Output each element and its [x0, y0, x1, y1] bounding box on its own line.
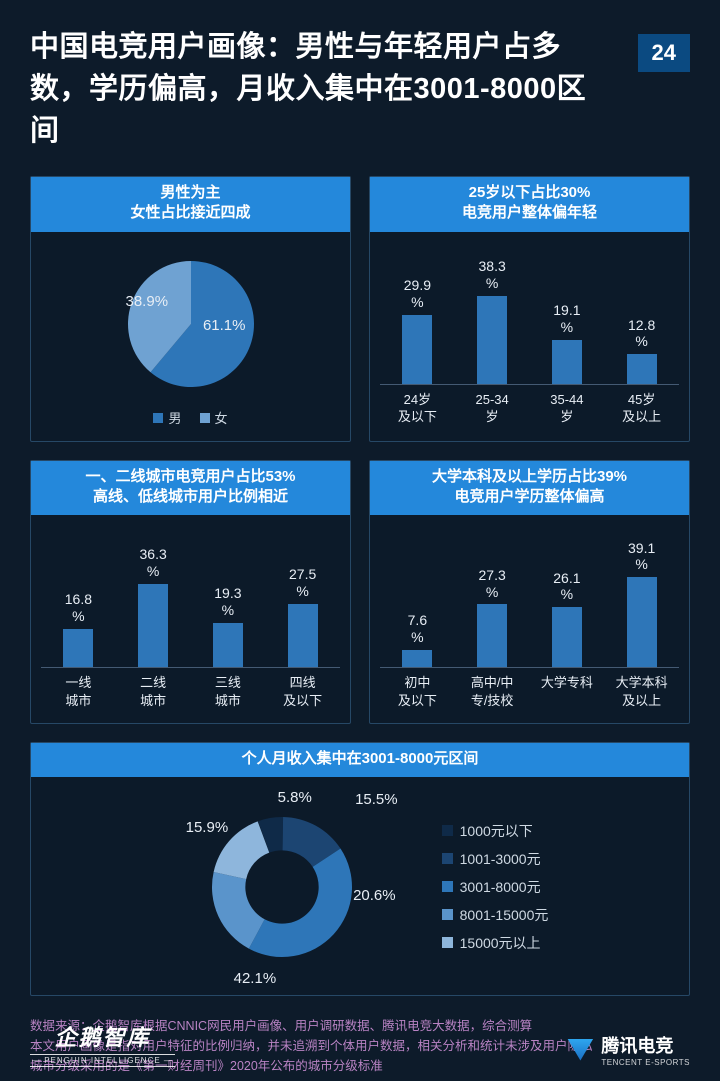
page-title: 中国电竞用户画像：男性与年轻用户占多数，学历偏高，月收入集中在3001-8000… [30, 26, 590, 152]
bar: 29.9% [380, 277, 455, 384]
donut-label-0: 5.8% [278, 789, 312, 806]
legend-male: 男 [153, 408, 181, 427]
bar: 26.1% [530, 569, 605, 667]
text: 电竞用户学历整体偏高 [374, 487, 685, 507]
bar: 39.1% [604, 539, 679, 667]
text: 女性占比接近四成 [35, 203, 346, 223]
city-xaxis: 一线城市二线城市三线城市四线及以下 [41, 668, 340, 709]
city-card-title: 一、二线城市电竞用户占比53% 高线、低线城市用户比例相近 [31, 461, 350, 516]
pie-label-female: 38.9% [126, 293, 169, 310]
text: 电竞用户整体偏年轻 [374, 203, 685, 223]
age-card-title: 25岁以下占比30% 电竞用户整体偏年轻 [370, 177, 689, 232]
row-1: 男性为主 女性占比接近四成 38.9% 61.1% 男 女 25岁以下占比30%… [30, 176, 690, 442]
age-xaxis: 24岁及以下25-34岁35-44岁45岁及以上 [380, 385, 679, 426]
age-card-body: 29.9%38.3%19.1%12.8% 24岁及以下25-34岁35-44岁4… [370, 232, 689, 440]
donut-label-1: 15.5% [355, 791, 398, 808]
bar: 12.8% [604, 316, 679, 383]
text: 一、二线城市电竞用户占比53% [35, 467, 346, 487]
edu-card-body: 7.6%27.3%26.1%39.1% 初中及以下高中/中专/技校大学专科大学本… [370, 515, 689, 723]
bar: 38.3% [455, 258, 530, 384]
edu-card: 大学本科及以上学历占比39% 电竞用户学历整体偏高 7.6%27.3%26.1%… [369, 460, 690, 725]
x-label: 三线城市 [191, 668, 266, 709]
legend-item: 1000元以下 [442, 821, 549, 841]
age-card: 25岁以下占比30% 电竞用户整体偏年轻 29.9%38.3%19.1%12.8… [369, 176, 690, 442]
gender-card-body: 38.9% 61.1% 男 女 [31, 232, 350, 441]
gender-legend: 男 女 [41, 408, 340, 427]
title-row: 中国电竞用户画像：男性与年轻用户占多数，学历偏高，月收入集中在3001-8000… [30, 26, 690, 152]
x-label: 二线城市 [116, 668, 191, 709]
gender-pie: 38.9% 61.1% [116, 249, 266, 399]
bar: 16.8% [41, 591, 116, 668]
x-label: 高中/中专/技校 [455, 668, 530, 709]
legend-female: 女 [200, 408, 228, 427]
page-number: 24 [638, 34, 690, 72]
brand-penguin: 企鹅智库 — PENGUIN INTELLIGENCE — [30, 1020, 175, 1067]
x-label: 24岁及以下 [380, 385, 455, 426]
income-card-title: 个人月收入集中在3001-8000元区间 [31, 743, 689, 777]
income-card: 个人月收入集中在3001-8000元区间 5.8% 15.5% 20.6% 42… [30, 742, 690, 996]
legend-item: 3001-8000元 [442, 877, 549, 897]
legend-item: 8001-15000元 [442, 905, 549, 925]
city-card-body: 16.8%36.3%19.3%27.5% 一线城市二线城市三线城市四线及以下 [31, 515, 350, 723]
x-label: 25-34岁 [455, 385, 530, 426]
brand-cn: 腾讯电竞 [601, 1032, 690, 1058]
x-label: 初中及以下 [380, 668, 455, 709]
bar: 27.5% [265, 566, 340, 667]
text: 男性为主 [35, 183, 346, 203]
brands: 企鹅智库 — PENGUIN INTELLIGENCE — 腾讯电竞 TENCE… [30, 1020, 690, 1067]
income-donut: 5.8% 15.5% 20.6% 42.1% 15.9% [172, 787, 392, 987]
legend-item: 1001-3000元 [442, 849, 549, 869]
gender-card-title: 男性为主 女性占比接近四成 [31, 177, 350, 232]
gender-card: 男性为主 女性占比接近四成 38.9% 61.1% 男 女 [30, 176, 351, 442]
bar: 19.3% [191, 585, 266, 667]
x-label: 大学专科 [530, 668, 605, 709]
brand-logo-icon [567, 1039, 593, 1061]
edu-card-title: 大学本科及以上学历占比39% 电竞用户学历整体偏高 [370, 461, 689, 516]
x-label: 一线城市 [41, 668, 116, 709]
x-label: 大学本科及以上 [604, 668, 679, 709]
edu-xaxis: 初中及以下高中/中专/技校大学专科大学本科及以上 [380, 668, 679, 709]
donut-label-4: 15.9% [186, 819, 229, 836]
text: 25岁以下占比30% [374, 183, 685, 203]
brand-en: — PENGUIN INTELLIGENCE — [30, 1054, 175, 1067]
brand-cn: 企鹅智库 [30, 1020, 175, 1052]
bar: 19.1% [530, 302, 605, 384]
donut-label-3: 20.6% [353, 887, 396, 904]
x-label: 四线及以下 [265, 668, 340, 709]
row-2: 一、二线城市电竞用户占比53% 高线、低线城市用户比例相近 16.8%36.3%… [30, 460, 690, 725]
donut-label-2: 42.1% [234, 970, 277, 987]
city-card: 一、二线城市电竞用户占比53% 高线、低线城市用户比例相近 16.8%36.3%… [30, 460, 351, 725]
bar: 36.3% [116, 546, 191, 667]
bar: 27.3% [455, 566, 530, 667]
x-label: 45岁及以上 [604, 385, 679, 426]
edu-bars: 7.6%27.3%26.1%39.1% [380, 527, 679, 667]
bar: 7.6% [380, 612, 455, 667]
x-label: 35-44岁 [530, 385, 605, 426]
text: 高线、低线城市用户比例相近 [35, 487, 346, 507]
brand-en: TENCENT E-SPORTS [601, 1058, 690, 1067]
legend-item: 15000元以上 [442, 933, 549, 953]
text: 个人月收入集中在3001-8000元区间 [35, 749, 685, 769]
income-legend: 1000元以下 1001-3000元 3001-8000元 8001-15000元 15… [442, 821, 549, 953]
age-bars: 29.9%38.3%19.1%12.8% [380, 244, 679, 384]
brand-tencent: 腾讯电竞 TENCENT E-SPORTS [567, 1032, 690, 1067]
pie-label-male: 61.1% [203, 317, 246, 334]
text: 大学本科及以上学历占比39% [374, 467, 685, 487]
city-bars: 16.8%36.3%19.3%27.5% [41, 527, 340, 667]
